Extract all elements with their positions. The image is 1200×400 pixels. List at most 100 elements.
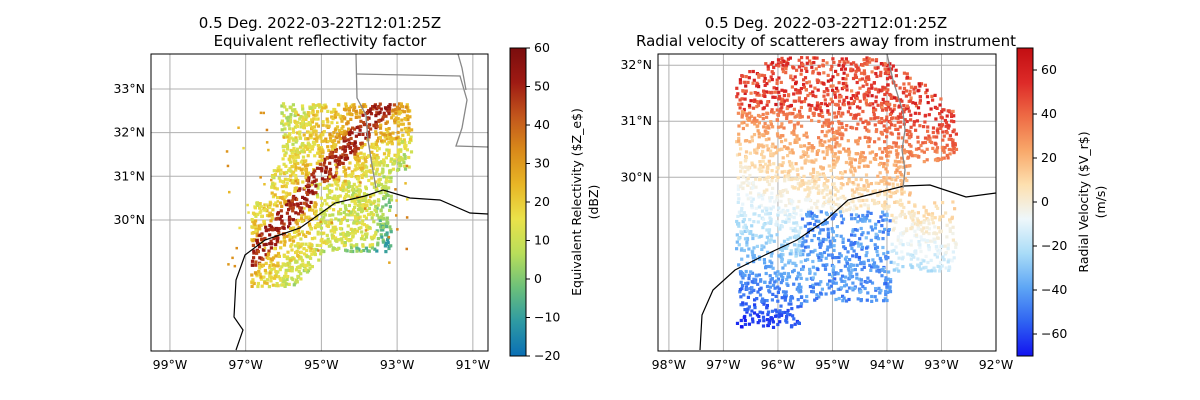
reflectivity-cell (254, 219, 258, 223)
velocity-cell (829, 97, 833, 101)
velocity-cell (775, 132, 780, 136)
reflectivity-cell (288, 269, 292, 273)
reflectivity-cell (286, 257, 290, 261)
reflectivity-cell (349, 238, 353, 242)
velocity-cell (769, 149, 773, 153)
velocity-cell (945, 235, 949, 239)
velocity-cell (743, 237, 748, 241)
reflectivity-cell (342, 216, 347, 220)
reflectivity-cell (364, 216, 368, 220)
velocity-cell (945, 153, 949, 157)
reflectivity-cell (392, 137, 396, 141)
velocity-cell (821, 222, 825, 226)
reflectivity-cell (295, 222, 299, 226)
velocity-cell (765, 303, 769, 308)
reflectivity-cell (347, 209, 350, 213)
velocity-cell (837, 176, 841, 180)
velocity-cell (796, 182, 800, 186)
velocity-cell (918, 124, 922, 128)
reflectivity-cell (328, 153, 332, 157)
reflectivity-cell (347, 203, 351, 208)
velocity-cell (941, 108, 945, 112)
velocity-cell (844, 160, 848, 165)
velocity-cell (851, 281, 855, 285)
velocity-cell (811, 90, 815, 94)
velocity-cell (810, 144, 814, 148)
velocity-cell (909, 239, 913, 243)
velocity-cell (765, 299, 769, 303)
reflectivity-cell (279, 246, 283, 250)
velocity-cell (892, 141, 896, 145)
reflectivity-cell (290, 172, 294, 176)
reflectivity-cell (330, 121, 334, 125)
velocity-cell (836, 89, 840, 93)
velocity-cell (887, 145, 891, 149)
velocity-cell (768, 211, 772, 215)
reflectivity-cell (257, 227, 261, 231)
velocity-cell (914, 85, 918, 89)
reflectivity-cell (395, 105, 400, 109)
velocity-cell (747, 103, 752, 108)
velocity-cell (769, 207, 773, 211)
velocity-cell (851, 68, 855, 72)
velocity-cell (857, 112, 861, 116)
reflectivity-cell (302, 212, 306, 216)
velocity-cell (762, 125, 766, 129)
velocity-cell (926, 101, 930, 105)
reflectivity-cell (277, 227, 281, 231)
velocity-cell (875, 128, 879, 132)
velocity-cell (772, 239, 776, 243)
velocity-cell (770, 176, 775, 180)
reflectivity-cell (311, 103, 315, 107)
velocity-cell (904, 128, 908, 133)
reflectivity-cell (295, 122, 299, 126)
reflectivity-cell (351, 235, 355, 239)
reflectivity-cell (290, 248, 294, 252)
velocity-cell (760, 73, 764, 77)
velocity-cell (875, 269, 879, 273)
reflectivity-cell (344, 248, 348, 252)
velocity-cell (746, 80, 750, 84)
reflectivity-cell (393, 153, 397, 157)
reflectivity-cell (344, 172, 348, 176)
velocity-cell (803, 224, 807, 228)
velocity-cell (821, 172, 825, 176)
velocity-cell (880, 117, 884, 121)
reflectivity-cell (276, 169, 280, 173)
velocity-cell (889, 195, 893, 199)
reflectivity-cell (389, 230, 393, 234)
velocity-cell (934, 232, 939, 236)
reflectivity-cell (351, 208, 356, 212)
velocity-cell (859, 217, 863, 221)
velocity-cell (799, 155, 803, 159)
reflectivity-cell (322, 130, 326, 134)
reflectivity-cell (351, 229, 355, 233)
velocity-cell (892, 163, 896, 167)
velocity-cell (765, 170, 769, 174)
velocity-cell (818, 282, 822, 287)
velocity-cell (811, 283, 815, 287)
velocity-cell (927, 248, 931, 252)
velocity-cell (785, 315, 789, 319)
reflectivity-cell (287, 168, 291, 173)
reflectivity-cell (283, 177, 287, 181)
velocity-cell (773, 90, 777, 94)
velocity-cell (825, 103, 830, 108)
velocity-cell (805, 212, 809, 217)
reflectivity-cell (322, 160, 327, 164)
velocity-cell (926, 269, 930, 273)
velocity-cell (839, 186, 843, 190)
reflectivity-cell (251, 211, 256, 215)
reflectivity-cell (328, 171, 332, 175)
velocity-cell (826, 89, 830, 93)
reflectivity-cell (349, 117, 353, 121)
velocity-cell (841, 133, 845, 137)
velocity-cell (770, 317, 774, 321)
reflectivity-cell (337, 134, 341, 138)
velocity-cell (787, 217, 791, 221)
velocity-cell (784, 220, 788, 224)
velocity-cell (874, 246, 878, 251)
velocity-cell (936, 251, 940, 255)
reflectivity-cell (273, 182, 277, 186)
reflectivity-cell (394, 111, 398, 115)
